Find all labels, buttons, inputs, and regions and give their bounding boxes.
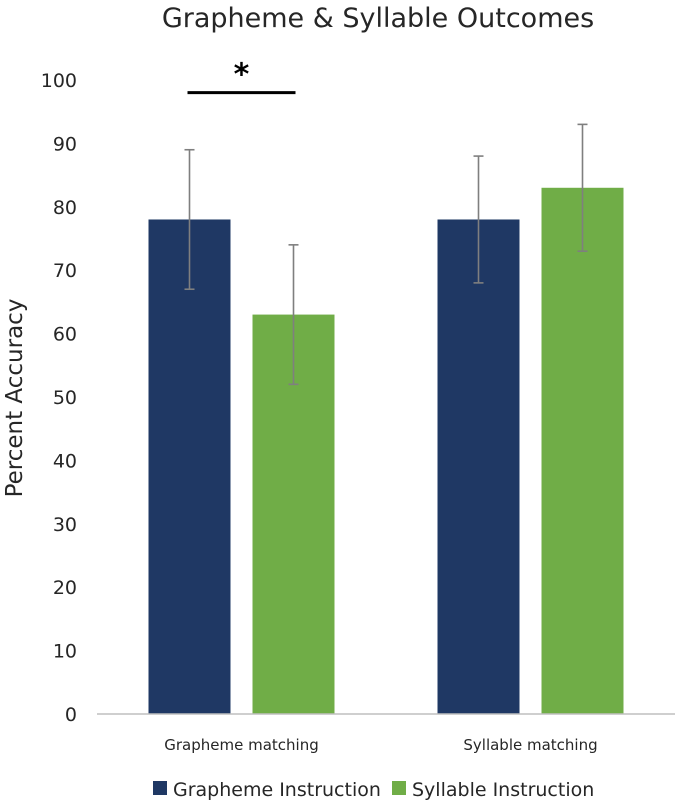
x-category-label: Grapheme matching bbox=[164, 736, 318, 754]
legend-label-1: Grapheme Instruction bbox=[173, 779, 381, 801]
bar-2-2 bbox=[541, 187, 624, 714]
y-tick-label: 90 bbox=[53, 133, 77, 155]
legend-label-2: Syllable Instruction bbox=[412, 779, 594, 801]
y-tick-label: 100 bbox=[41, 70, 77, 92]
y-tick-label: 70 bbox=[53, 260, 77, 282]
y-tick-label: 0 bbox=[65, 704, 77, 726]
y-tick-label: 50 bbox=[53, 387, 77, 409]
legend: Grapheme Instruction Syllable Instruction bbox=[153, 779, 594, 801]
bars bbox=[148, 187, 624, 715]
error-bars bbox=[184, 123, 588, 386]
bar-1-1 bbox=[148, 219, 231, 715]
y-tick-label: 30 bbox=[53, 514, 77, 536]
significance-star: * bbox=[234, 58, 250, 93]
y-tick-label: 10 bbox=[53, 641, 77, 663]
y-tick-label: 60 bbox=[53, 324, 77, 346]
chart-title: Grapheme & Syllable Outcomes bbox=[162, 3, 594, 34]
y-axis-ticks: 0 10 20 30 40 50 60 70 80 90 100 bbox=[41, 70, 77, 726]
bar-1-2 bbox=[437, 219, 520, 715]
x-category-label: Syllable matching bbox=[463, 736, 597, 754]
legend-swatch-2 bbox=[392, 781, 406, 795]
x-axis-categories: Grapheme matching Syllable matching bbox=[164, 736, 597, 754]
y-axis-label: Percent Accuracy bbox=[2, 299, 28, 498]
y-tick-label: 20 bbox=[53, 577, 77, 599]
y-tick-label: 40 bbox=[53, 450, 77, 472]
legend-swatch-1 bbox=[153, 781, 167, 795]
significance-annotation: * bbox=[187, 58, 296, 95]
y-tick-label: 80 bbox=[53, 197, 77, 219]
